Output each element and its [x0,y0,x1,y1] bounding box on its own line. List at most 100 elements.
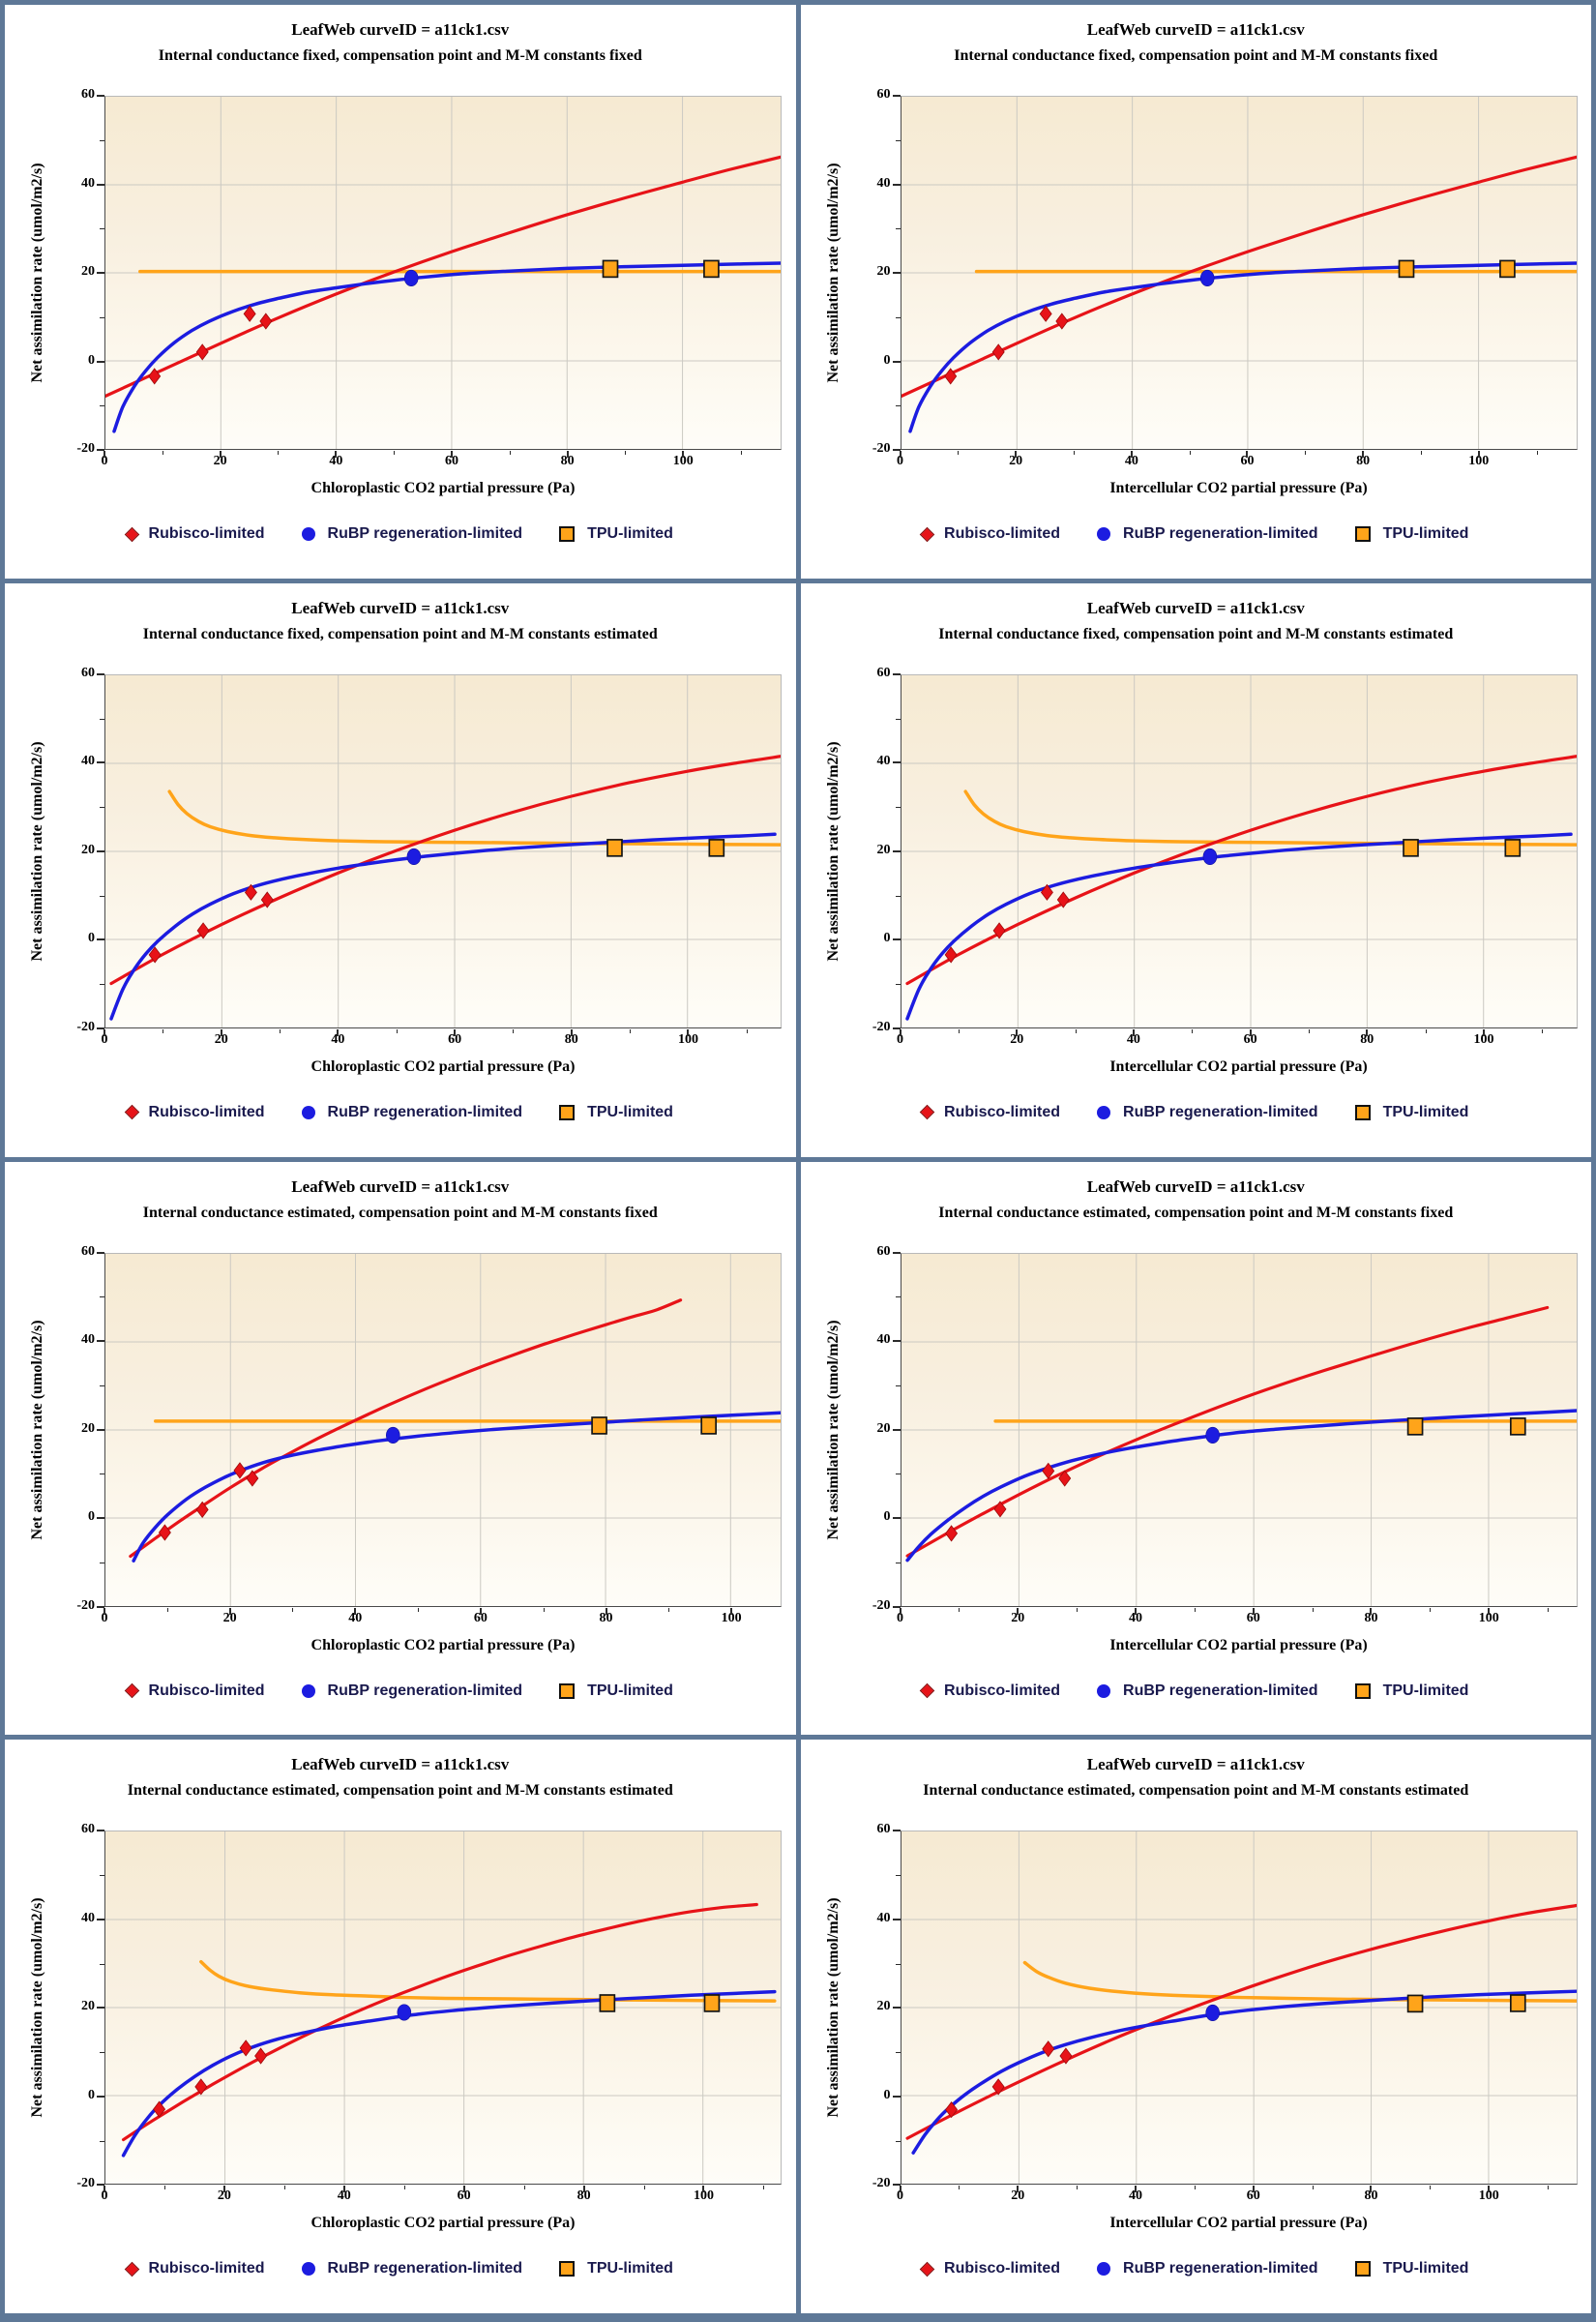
rubisco-point [148,946,162,964]
rubisco-point [1040,883,1053,901]
x-tick-mark [899,2186,901,2193]
y-tick-label: 40 [876,1910,891,1925]
y-tick-label: 40 [81,175,95,191]
chart-panel-r2c2: LeafWeb curveID = a11ck1.csv Internal co… [800,582,1592,1157]
square-icon [1354,526,1371,542]
x-minor-tick [292,1607,294,1612]
y-tick-mark [97,95,104,97]
x-tick-mark [220,1028,222,1036]
x-axis-title: Intercellular CO2 partial pressure (Pa) [1109,1057,1368,1075]
y-minor-tick [895,895,901,897]
y-tick-label: 0 [88,1509,95,1524]
y-tick-label: 60 [876,1822,891,1837]
y-tick-label: -20 [872,441,891,456]
legend-item-rubisco: Rubisco-limited [919,1682,1060,1700]
y-minor-tick [895,718,901,720]
x-tick-mark [1362,451,1365,458]
circle-icon [301,527,315,541]
x-tick-label: 0 [101,1031,108,1047]
circle-icon [1097,527,1111,541]
legend-label: RuBP regeneration-limited [327,2260,523,2277]
y-tick-mark [892,1830,901,1832]
legend-label: Rubisco-limited [148,525,265,542]
x-minor-tick [958,451,960,455]
panel-title: LeafWeb curveID = a11ck1.csv [291,598,510,617]
square-icon [559,1682,576,1699]
y-minor-tick [100,1296,104,1298]
circle-icon [301,1683,315,1698]
y-tick-mark [892,183,901,186]
x-tick-label: 100 [1468,454,1490,468]
legend-label: TPU-limited [587,1682,673,1699]
rubp-regeneration-limited-curve [910,1989,1577,2156]
x-minor-tick [1430,1607,1432,1612]
plot-area [900,1252,1578,1607]
x-minor-tick [513,1028,515,1033]
x-tick-mark [1366,1028,1369,1036]
legend: Rubisco-limited RuBP regeneration-limite… [5,1104,796,1121]
plot-area [104,673,782,1028]
rubp-point [386,1426,400,1444]
tpu-point [1398,259,1414,279]
square-icon [559,526,576,542]
y-tick-mark [97,1027,104,1029]
panel-title: LeafWeb curveID = a11ck1.csv [291,1755,510,1774]
plot-area [104,1252,782,1607]
legend-label: RuBP regeneration-limited [1123,525,1318,542]
rubisco-limited-curve [109,754,781,985]
x-tick-label: 20 [222,1610,237,1625]
rubp-point [1204,1426,1220,1444]
rubp-regeneration-limited-curve [904,832,1573,1021]
rubisco-point [991,343,1005,361]
x-tick-mark [335,451,338,458]
rubisco-point [944,1524,958,1542]
rubp-regeneration-limited-curve [112,261,781,433]
x-tick-label: 0 [897,1031,903,1047]
y-minor-tick [100,316,104,318]
panel-subtitle: Internal conductance fixed, compensation… [954,47,1438,64]
legend-label: Rubisco-limited [148,1103,265,1120]
y-tick-mark [892,1251,901,1254]
y-tick-label: -20 [76,441,95,456]
legend-item-rubisco: Rubisco-limited [919,525,1060,543]
chart-canvas [901,1831,1577,2185]
x-tick-label: 40 [331,1031,345,1047]
tpu-point [1402,838,1419,857]
rubisco-point [944,2101,958,2119]
legend-item-tpu: TPU-limited [1354,525,1468,543]
x-tick-label: 60 [1246,1610,1260,1625]
x-tick-mark [228,1607,231,1615]
x-tick-label: 80 [599,1610,613,1625]
circle-icon [1097,1683,1111,1698]
rubisco-point [158,1523,171,1541]
x-tick-label: 20 [1009,454,1023,468]
y-tick-mark [97,938,104,941]
x-tick-mark [899,1028,901,1036]
y-tick-mark [97,2007,104,2009]
y-tick-label: 60 [81,1822,95,1837]
y-minor-tick [895,1384,901,1386]
legend: Rubisco-limited RuBP regeneration-limite… [801,1104,1592,1121]
x-tick-label: 40 [1126,1031,1140,1047]
rubp-point [403,269,419,287]
panel-title: LeafWeb curveID = a11ck1.csv [291,1176,510,1196]
y-tick-label: 60 [81,665,95,680]
legend-item-tpu: TPU-limited [1354,1104,1468,1121]
rubisco-limited-curve [901,155,1577,398]
square-icon [559,2261,576,2277]
panel-subtitle: Internal conductance estimated, compensa… [142,1204,658,1221]
x-tick-mark [1488,2186,1491,2193]
panel-title: LeafWeb curveID = a11ck1.csv [291,20,510,39]
x-axis-title: Chloroplastic CO2 partial pressure (Pa) [310,1057,576,1075]
chart-canvas [901,97,1577,449]
panel-subtitle: Internal conductance fixed, compensation… [938,625,1454,642]
y-tick-mark [97,1605,104,1608]
x-minor-tick [1305,451,1307,455]
x-tick-label: 100 [1473,1031,1494,1047]
tpu-point [1498,259,1516,279]
x-minor-tick [1542,1028,1544,1033]
y-tick-label: 0 [883,352,891,368]
chart-canvas [105,1831,781,2185]
y-tick-mark [97,2184,104,2187]
x-tick-label: 40 [1124,454,1138,468]
